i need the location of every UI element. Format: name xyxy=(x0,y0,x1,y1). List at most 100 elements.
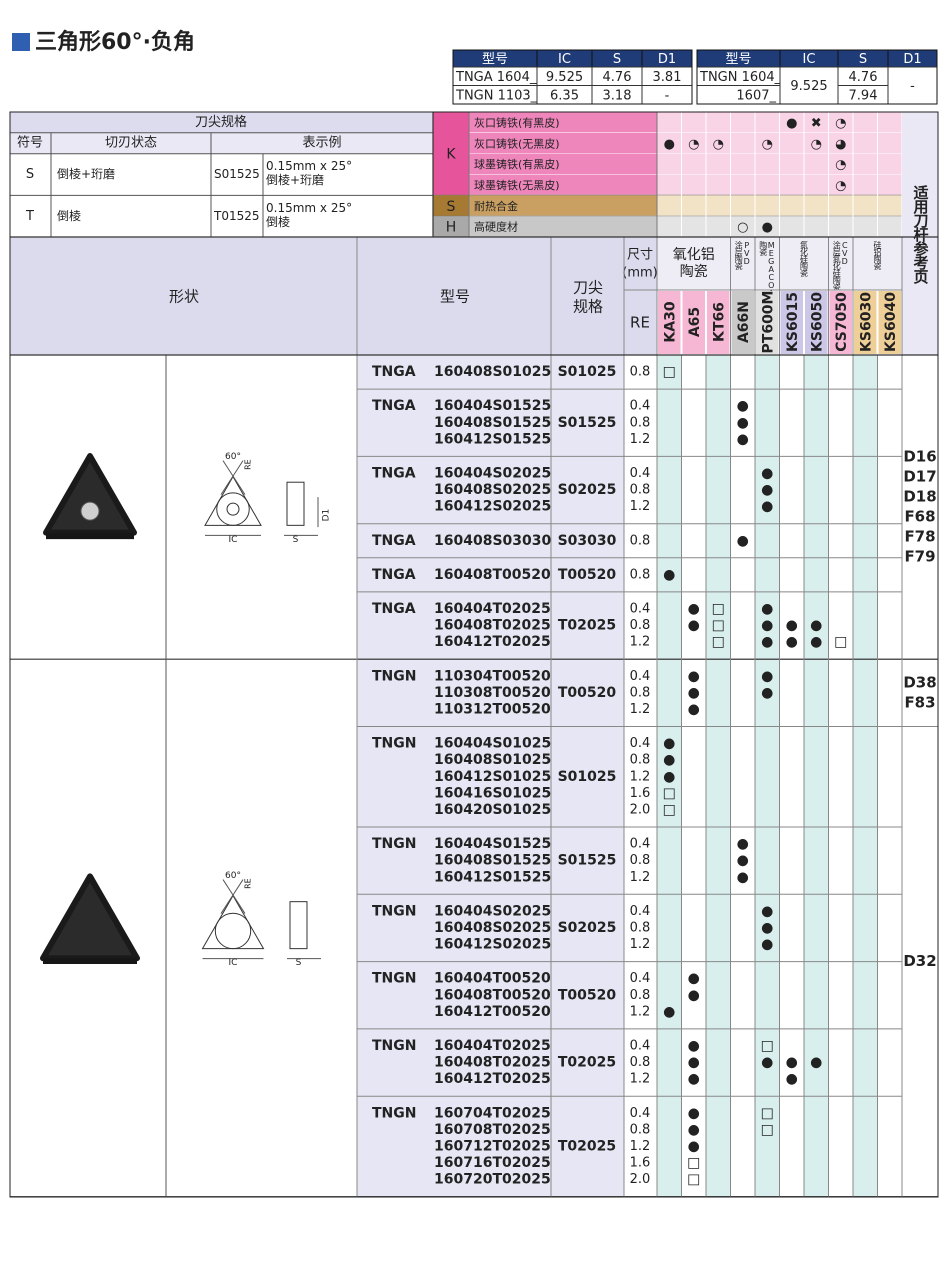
suitability-mark: ◔ xyxy=(762,137,773,152)
availability-mark: ● xyxy=(663,752,675,768)
availability-mark: ● xyxy=(688,1122,700,1138)
material-name: 球墨铸铁(无黑皮) xyxy=(474,178,560,192)
availability-mark: ● xyxy=(663,736,675,752)
model-item: 160408T00520 xyxy=(434,987,551,1003)
nose-radius: 0.8 xyxy=(630,1122,651,1137)
grade-group: 氧化铝 xyxy=(673,247,715,263)
grade-name-cell xyxy=(756,291,779,354)
table-header: 型号 xyxy=(482,52,508,67)
suitability-mark: ◔ xyxy=(835,116,846,131)
model-item: 160412S01525 xyxy=(434,869,551,885)
model-item: 160408S01025 xyxy=(434,364,551,380)
diagram-label: 60° xyxy=(225,452,241,462)
grade-group: MEGACOAT xyxy=(767,241,776,305)
grade-group: 硅铝陶瓷 xyxy=(873,240,882,271)
reference-page: F83 xyxy=(904,693,935,711)
page-title: 三角形60°·负角 xyxy=(35,29,195,55)
model-code: TNGA xyxy=(372,465,416,481)
grade-name: PT600M xyxy=(760,291,776,354)
availability-mark: ● xyxy=(761,634,773,650)
model-spec: S02025 xyxy=(558,920,617,936)
model-item: 160416S01025 xyxy=(434,785,551,801)
rule xyxy=(220,460,244,495)
model-item: 160412T02025 xyxy=(434,1071,551,1087)
table-header: S xyxy=(613,52,621,67)
model-item: 160404S01525 xyxy=(434,398,551,414)
table-value: - xyxy=(910,79,915,94)
table-value: - xyxy=(665,88,670,103)
nose-radius: 0.8 xyxy=(630,685,651,700)
nose-radius: 1.2 xyxy=(630,635,651,650)
availability-mark: ● xyxy=(761,618,773,634)
title-icon xyxy=(12,33,30,51)
model-item: 160408S02025 xyxy=(434,482,551,498)
availability-mark: ● xyxy=(761,668,773,684)
header-model: 型号 xyxy=(440,288,470,306)
spec-title: 刀尖规格 xyxy=(195,114,247,130)
model-code: TNGA xyxy=(372,533,416,549)
grade-name: A65 xyxy=(687,307,703,337)
diagram-label: RE xyxy=(244,459,253,470)
nose-radius: 1.2 xyxy=(630,870,651,885)
nose-radius: 0.8 xyxy=(630,853,651,868)
availability-mark: ● xyxy=(810,618,822,634)
availability-mark: ● xyxy=(761,685,773,701)
rule xyxy=(222,460,246,495)
model-item: 160408S01525 xyxy=(434,853,551,869)
nose-radius: 1.2 xyxy=(630,499,651,514)
rule xyxy=(220,879,244,914)
suitability-mark: ● xyxy=(786,116,797,131)
availability-mark: □ xyxy=(712,601,725,617)
model-item: 160412S01025 xyxy=(434,769,551,785)
material-name: 灰口铸铁(有黑皮) xyxy=(474,115,560,129)
grade-group: 陶瓷 xyxy=(759,240,768,257)
table-value: 3.81 xyxy=(653,70,682,85)
nose-radius: 0.8 xyxy=(630,567,651,582)
model-code: TNGA xyxy=(372,601,416,617)
spec-header: 符号 xyxy=(17,135,43,151)
header-size: (mm) xyxy=(622,266,657,281)
model-item: 160412S02025 xyxy=(434,499,551,515)
material-name-cell xyxy=(469,153,657,175)
material-letter-cell xyxy=(433,195,469,217)
model-item: 160704T02025 xyxy=(434,1105,551,1121)
model-item: 160404T02025 xyxy=(434,1038,551,1054)
availability-mark: □ xyxy=(687,1155,700,1171)
nose-radius: 0.8 xyxy=(630,753,651,768)
availability-mark: ● xyxy=(786,618,798,634)
availability-mark: ● xyxy=(688,987,700,1003)
suitability-mark: ◔ xyxy=(713,137,724,152)
nose-radius: 1.2 xyxy=(630,769,651,784)
grade-name: KS6040 xyxy=(883,292,899,352)
grade-name: KS6030 xyxy=(858,292,874,352)
model-code: TNGN xyxy=(372,971,416,987)
model-item: 160408S03030 xyxy=(434,533,551,549)
diagram-label: S xyxy=(296,958,302,968)
model-column xyxy=(357,355,624,1197)
table-header: IC xyxy=(803,52,816,67)
table-value: 9.525 xyxy=(546,70,583,85)
material-name: 耐热合金 xyxy=(474,199,518,213)
table-value: TNGA 1604_ xyxy=(455,70,537,85)
grade-column-stripe xyxy=(755,355,780,1197)
availability-mark: ● xyxy=(688,1038,700,1054)
model-item: 110312T00520 xyxy=(434,701,551,717)
availability-mark: ● xyxy=(786,634,798,650)
model-item: 160412T02025 xyxy=(434,634,551,650)
reference-header-cell xyxy=(902,112,938,355)
model-item: 160420S01025 xyxy=(434,802,551,818)
availability-mark: ● xyxy=(786,1071,798,1087)
availability-mark: ● xyxy=(688,618,700,634)
table-value: 6.35 xyxy=(550,88,579,103)
material-name-cell xyxy=(469,174,657,196)
model-code: TNGN xyxy=(372,736,416,752)
model-spec: S01525 xyxy=(558,415,617,431)
model-item: 160412S01525 xyxy=(434,431,551,447)
nose-radius: 0.8 xyxy=(630,618,651,633)
diagram-triangle xyxy=(201,894,265,950)
nose-radius: 0.4 xyxy=(630,399,651,414)
model-item: 160404S02025 xyxy=(434,903,551,919)
availability-mark: □ xyxy=(761,1105,774,1121)
